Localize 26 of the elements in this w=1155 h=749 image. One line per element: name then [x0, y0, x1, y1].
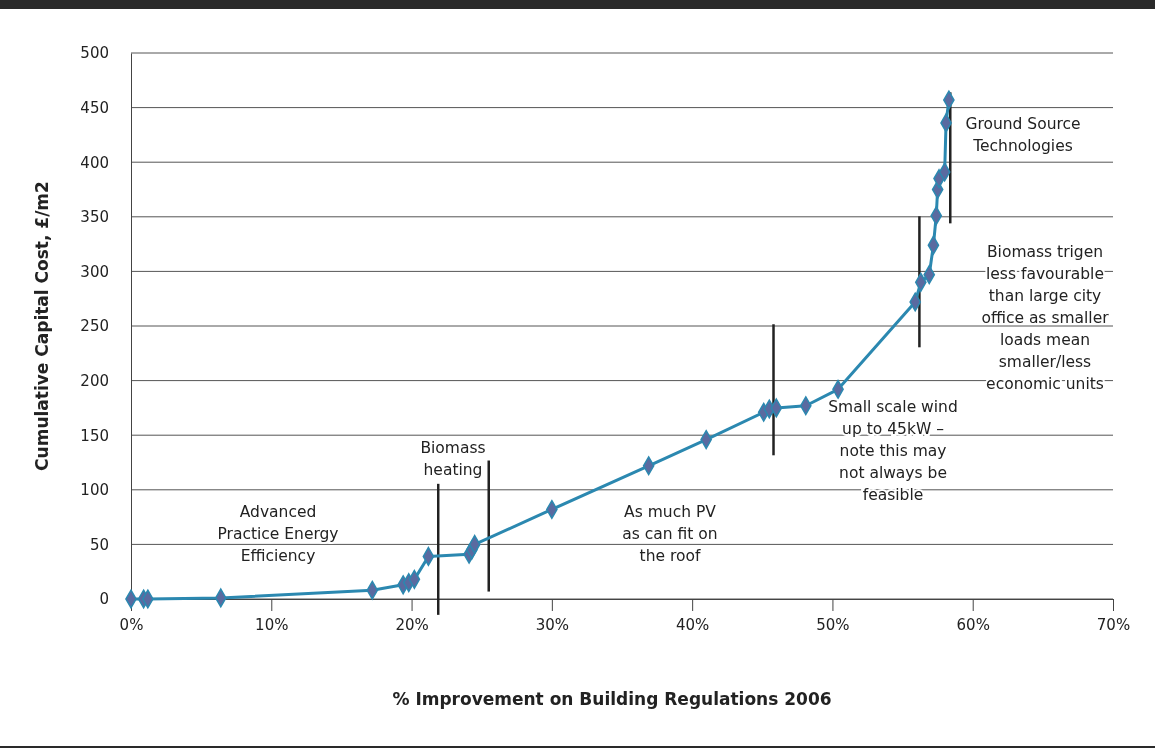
annotation: Ground Source Technologies — [965, 115, 1081, 155]
annotation: Biomass heating — [420, 439, 486, 479]
y-tick-label: 250 — [80, 317, 109, 336]
y-tick-label: 400 — [80, 153, 109, 172]
x-tick-label: 40% — [675, 615, 710, 634]
x-tick-label: 50% — [816, 615, 850, 634]
annotation: Advanced Practice Energy Efficiency — [217, 503, 339, 565]
x-tick-label: 0% — [119, 615, 144, 634]
x-tick-label: 20% — [395, 615, 429, 634]
annotation: Small scale wind up to 45kW – note this may not always be feasible — [828, 398, 958, 504]
x-tick-label: 60% — [956, 615, 990, 634]
y-tick-label: 50 — [89, 535, 109, 554]
y-axis-title: Cumulative Capital Cost, £/m2 — [32, 181, 52, 471]
y-tick-label: 200 — [80, 371, 109, 390]
y-tick-label: 100 — [80, 481, 109, 500]
y-tick-label: 500 — [80, 44, 109, 63]
y-tick-label: 150 — [80, 426, 109, 445]
y-tick-label: 350 — [80, 208, 109, 227]
y-tick-label: 450 — [80, 98, 109, 117]
x-tick-label: 70% — [1096, 615, 1131, 634]
y-tick-label: 0 — [99, 590, 109, 609]
x-tick-label: 30% — [535, 615, 570, 634]
y-tick-label: 300 — [80, 262, 109, 281]
annotation: As much PV as can fit on the roof — [622, 503, 718, 565]
x-tick-label: 10% — [255, 615, 289, 634]
x-axis-title: % Improvement on Building Regulations 2006 — [392, 689, 832, 709]
